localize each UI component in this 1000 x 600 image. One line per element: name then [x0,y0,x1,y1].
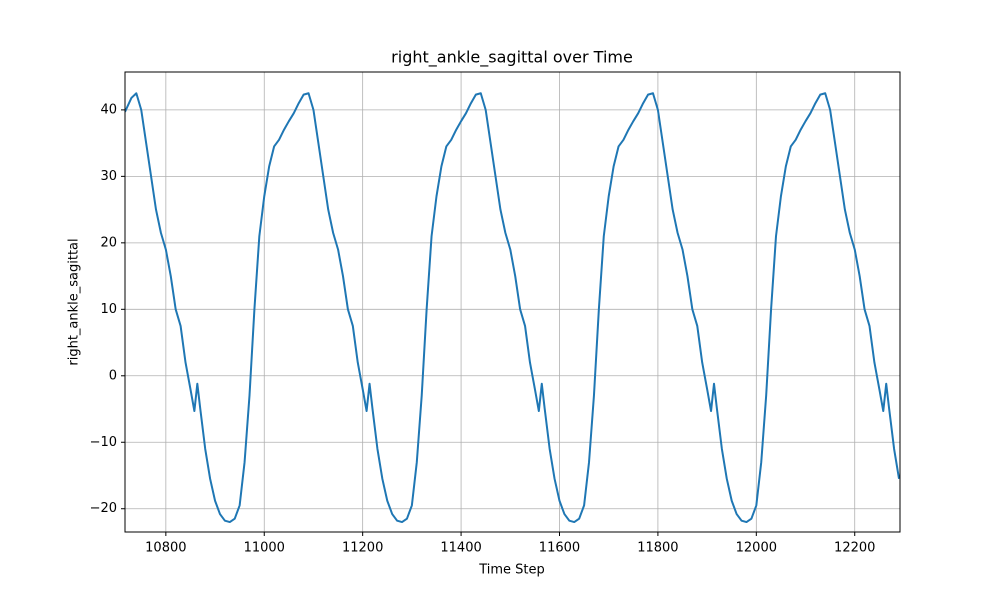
y-tick-label: 10 [100,302,117,317]
x-tick-label: 12200 [834,541,875,556]
x-tick-label: 12000 [736,541,777,556]
y-tick-label: 40 [100,102,117,117]
x-tick-label: 11800 [637,541,678,556]
y-tick-label: 0 [109,368,117,383]
plot-frame [124,71,901,533]
y-tick-label: −20 [90,501,117,516]
x-tick-label: 11600 [539,541,580,556]
x-tick-label: 11400 [440,541,481,556]
y-tick-label: 30 [100,169,117,184]
data-line [125,92,900,524]
x-tick-label: 11200 [342,541,383,556]
chart-title: right_ankle_sagittal over Time [391,48,633,68]
x-axis-label: Time Step [478,563,545,578]
y-tick-label: 20 [100,235,117,250]
x-tick-label: 11000 [244,541,285,556]
y-tick-label: −10 [90,435,117,450]
y-axis-label: right_ankle_sagittal [67,238,82,365]
x-tick-label: 10800 [145,541,186,556]
